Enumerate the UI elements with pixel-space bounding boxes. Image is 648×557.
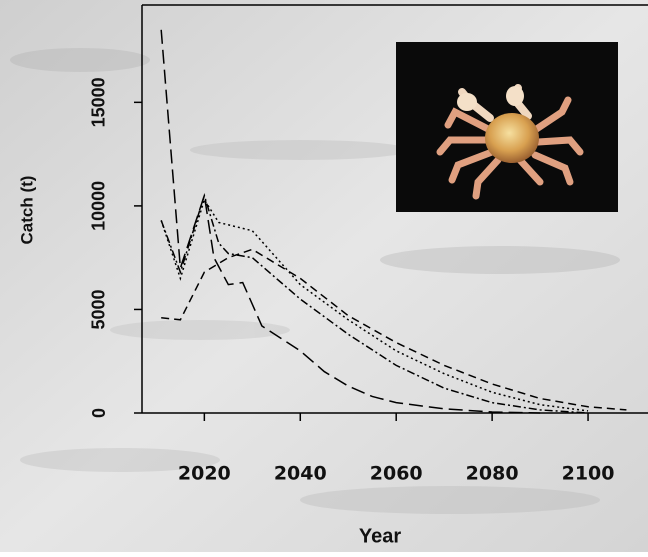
chart: Year Catch (t) 0 5000 10000 15000 2020 2040 20… [0, 0, 648, 552]
y-tick-label: 10000 [89, 181, 109, 231]
crab-photo [396, 42, 618, 212]
x-tick-label: 2040 [274, 463, 327, 485]
y-tick-label: 0 [89, 408, 109, 418]
x-axis-label: Year [359, 525, 401, 547]
y-tick-label: 15000 [89, 77, 109, 127]
x-tick-label: 2100 [562, 463, 615, 485]
y-tick-label: 5000 [89, 289, 109, 329]
x-tick-label: 2020 [178, 463, 231, 485]
x-tick-label: 2080 [466, 463, 519, 485]
y-axis-label: Catch (t) [17, 176, 36, 245]
x-tick-label: 2060 [370, 463, 423, 485]
page: {"chart_data": {"type": "line", "x_label… [0, 0, 648, 557]
